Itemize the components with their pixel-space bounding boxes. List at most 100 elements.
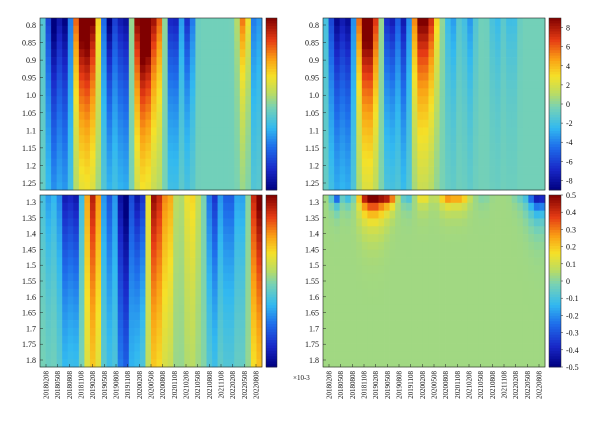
x-tick-label: 20220208 xyxy=(512,371,520,400)
heatmap-cell xyxy=(361,343,368,352)
heatmap-cell xyxy=(178,249,185,258)
heatmap-cell xyxy=(445,96,451,105)
heatmap-cell xyxy=(78,158,85,167)
heatmap-cell xyxy=(51,218,57,227)
heatmap-cell xyxy=(483,265,490,274)
heatmap-cell xyxy=(528,18,535,27)
heatmap-cell xyxy=(395,150,402,160)
heatmap-cell xyxy=(372,320,379,329)
heatmap-cell xyxy=(228,143,235,152)
heatmap-cell xyxy=(533,96,540,105)
heatmap-cell xyxy=(95,18,102,27)
heatmap-cell xyxy=(461,210,468,219)
heatmap-cell xyxy=(206,182,213,191)
heatmap-cell xyxy=(483,257,490,266)
heatmap-cell xyxy=(350,57,357,66)
heatmap-cell xyxy=(117,150,124,160)
colorbar-swatch xyxy=(549,117,561,121)
heatmap-cell xyxy=(234,111,241,120)
heatmap-cell xyxy=(389,288,396,297)
heatmap-cell xyxy=(356,64,363,74)
heatmap-cell xyxy=(173,72,180,81)
heatmap-cell xyxy=(445,195,451,204)
heatmap-cell xyxy=(361,111,368,120)
heatmap-cell xyxy=(328,304,335,313)
heatmap-cell xyxy=(228,88,235,97)
heatmap-cell xyxy=(461,288,468,297)
heatmap-cell xyxy=(500,304,507,313)
heatmap-cell xyxy=(134,166,141,175)
heatmap-cell xyxy=(167,127,174,136)
heatmap-cell xyxy=(478,343,485,352)
heatmap-cell xyxy=(506,174,513,183)
heatmap-cell xyxy=(67,327,74,337)
heatmap-cell xyxy=(478,150,485,160)
heatmap-cell xyxy=(156,33,163,42)
heatmap-cell xyxy=(162,49,168,58)
heatmap-cell xyxy=(356,25,363,34)
heatmap-cell xyxy=(212,119,218,128)
heatmap-cell xyxy=(395,88,402,97)
heatmap-cell xyxy=(101,218,107,227)
heatmap-cell xyxy=(223,150,230,160)
heatmap-cell xyxy=(117,143,124,152)
heatmap-cell xyxy=(406,96,413,105)
heatmap-cell xyxy=(212,195,218,204)
heatmap-cell xyxy=(217,210,224,219)
heatmap-cell xyxy=(234,351,241,360)
heatmap-cell xyxy=(245,304,252,313)
colorbar-swatch xyxy=(549,197,561,201)
heatmap-cell xyxy=(361,327,368,337)
heatmap-cell xyxy=(389,281,396,290)
heatmap-cell xyxy=(256,241,263,251)
heatmap-cell xyxy=(139,343,146,352)
heatmap-cell xyxy=(239,343,246,352)
x-tick-label: 20190208 xyxy=(89,371,97,400)
heatmap-cell xyxy=(200,304,207,313)
heatmap-cell xyxy=(151,281,157,290)
heatmap-cell xyxy=(461,265,468,274)
heatmap-cell xyxy=(189,96,196,105)
heatmap-cell xyxy=(467,226,474,235)
heatmap-cell xyxy=(139,257,146,266)
heatmap-cell xyxy=(467,296,474,305)
heatmap-cell xyxy=(84,182,91,191)
heatmap-cell xyxy=(128,96,135,105)
heatmap-cell xyxy=(78,72,85,81)
heatmap-cell xyxy=(234,135,241,144)
heatmap-cell xyxy=(483,195,490,204)
heatmap-cell xyxy=(323,18,329,27)
heatmap-cell xyxy=(234,304,241,313)
heatmap-cell xyxy=(151,296,157,305)
heatmap-cell xyxy=(128,226,135,235)
colorbar-swatch xyxy=(266,364,277,368)
heatmap-cell xyxy=(406,135,413,144)
heatmap-cell xyxy=(361,281,368,290)
heatmap-cell xyxy=(84,127,91,136)
heatmap-cell xyxy=(200,335,207,344)
heatmap-cell xyxy=(89,182,96,191)
heatmap-cell xyxy=(45,296,52,305)
heatmap-cell xyxy=(395,343,402,352)
heatmap-cell xyxy=(345,265,352,274)
heatmap-cell xyxy=(417,49,424,58)
colorbar-swatch xyxy=(549,299,561,303)
heatmap-cell xyxy=(67,288,74,297)
heatmap-cell xyxy=(56,25,63,34)
heatmap-cell xyxy=(506,281,513,290)
heatmap-cell xyxy=(212,18,218,27)
heatmap-cell xyxy=(378,257,385,266)
heatmap-cell xyxy=(434,202,440,211)
heatmap-cell xyxy=(495,304,501,313)
heatmap-cell xyxy=(234,296,241,305)
heatmap-cell xyxy=(117,210,124,219)
heatmap-cell xyxy=(189,64,196,74)
heatmap-cell xyxy=(417,64,424,74)
heatmap-cell xyxy=(361,158,368,167)
heatmap-cell xyxy=(406,195,413,204)
heatmap-cell xyxy=(461,195,468,204)
heatmap-cell xyxy=(323,327,329,337)
heatmap-cell xyxy=(323,288,329,297)
y-tick-label: 1.3 xyxy=(309,198,319,207)
heatmap-cell xyxy=(339,96,346,105)
